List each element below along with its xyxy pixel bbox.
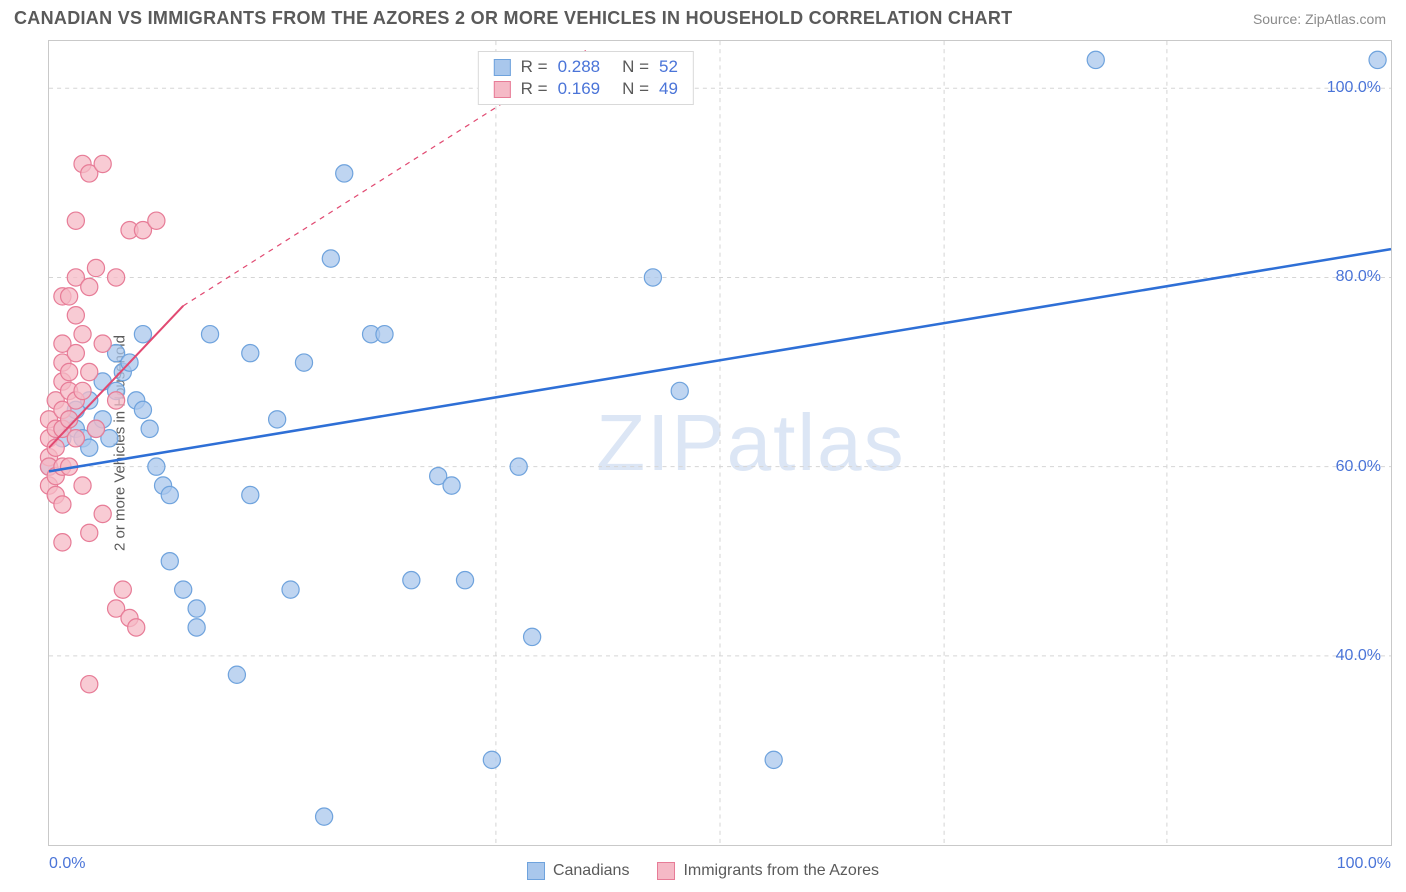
legend-swatch-azores (657, 862, 675, 880)
stats-row-canadians: R = 0.288 N = 52 (489, 56, 683, 78)
stats-panel: R = 0.288 N = 52 R = 0.169 N = 49 (478, 51, 694, 105)
legend-item-canadians: Canadians (527, 862, 630, 880)
r-label: R = (516, 78, 553, 100)
chart-title: CANADIAN VS IMMIGRANTS FROM THE AZORES 2… (14, 8, 1012, 29)
y-tick-label: 60.0% (1336, 458, 1381, 476)
n-value-azores: 49 (654, 78, 683, 100)
n-value-canadians: 52 (654, 56, 683, 78)
n-label: N = (617, 56, 654, 78)
y-tick-label: 80.0% (1336, 268, 1381, 286)
scatter-svg (49, 41, 1391, 845)
n-label: N = (617, 78, 654, 100)
legend-item-azores: Immigrants from the Azores (657, 862, 879, 880)
chart-container: 2 or more Vehicles in Household ZIPatlas… (14, 40, 1392, 846)
stats-row-azores: R = 0.169 N = 49 (489, 78, 683, 100)
swatch-azores (494, 81, 511, 98)
plot-area: ZIPatlas 40.0%60.0%80.0%100.0% 0.0%100.0… (48, 40, 1392, 846)
legend-label-azores: Immigrants from the Azores (683, 862, 879, 880)
r-value-azores: 0.169 (553, 78, 606, 100)
source-caption: Source: ZipAtlas.com (1253, 11, 1386, 27)
r-label: R = (516, 56, 553, 78)
r-value-canadians: 0.288 (553, 56, 606, 78)
swatch-canadians (494, 59, 511, 76)
y-tick-label: 100.0% (1327, 79, 1381, 97)
bottom-legend: Canadians Immigrants from the Azores (0, 862, 1406, 880)
header-bar: CANADIAN VS IMMIGRANTS FROM THE AZORES 2… (0, 0, 1406, 33)
legend-swatch-canadians (527, 862, 545, 880)
y-tick-label: 40.0% (1336, 647, 1381, 665)
legend-label-canadians: Canadians (553, 862, 630, 880)
